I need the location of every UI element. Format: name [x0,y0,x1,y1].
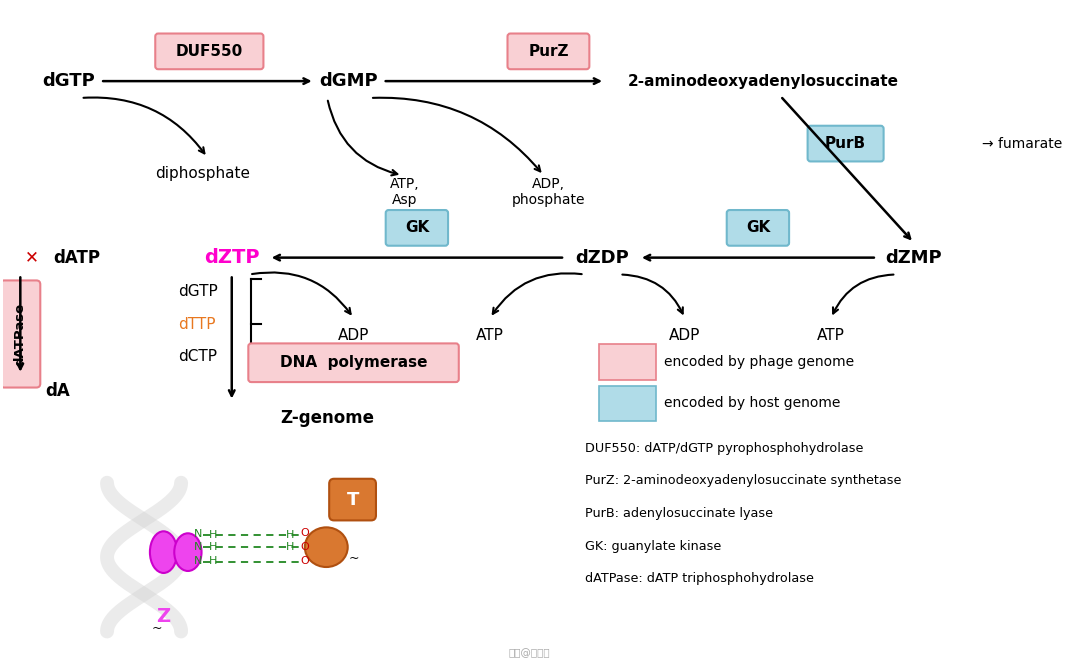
Text: dGMP: dGMP [320,72,378,90]
Text: → fumarate: → fumarate [982,137,1063,151]
Text: dCTP: dCTP [178,349,217,365]
Text: dATP: dATP [53,248,100,267]
Text: dZTP: dZTP [204,248,259,267]
FancyBboxPatch shape [0,280,40,388]
Text: dATPase: dATPase [14,302,27,366]
Text: dA: dA [45,382,70,400]
Text: GK: GK [746,220,770,235]
Text: DUF550: DUF550 [176,44,243,59]
Text: GK: guanylate kinase: GK: guanylate kinase [585,540,721,552]
Text: ATP: ATP [818,329,845,343]
Ellipse shape [305,527,348,567]
Text: ATP: ATP [476,329,504,343]
Text: ✕: ✕ [25,248,39,267]
Text: DNA  polymerase: DNA polymerase [280,355,428,371]
Text: H: H [286,531,295,540]
Text: dGTP: dGTP [42,72,95,90]
Text: ADP: ADP [338,329,369,343]
FancyBboxPatch shape [599,386,656,421]
Text: Z: Z [157,607,171,626]
Text: dTTP: dTTP [178,317,216,331]
Text: H: H [286,542,295,552]
Ellipse shape [150,531,177,573]
Text: H: H [210,556,217,566]
FancyBboxPatch shape [808,125,883,161]
Text: encoded by host genome: encoded by host genome [664,396,840,410]
Text: dZMP: dZMP [886,248,942,267]
Text: PurB: PurB [825,136,866,151]
Text: ADP,
phosphate: ADP, phosphate [512,177,585,207]
Text: dATPase: dATP triphosphohydrolase: dATPase: dATP triphosphohydrolase [585,572,814,586]
Text: H: H [210,542,217,552]
FancyBboxPatch shape [727,210,789,246]
Text: ~: ~ [349,552,359,565]
Text: PurZ: PurZ [528,44,569,59]
Text: ADP: ADP [670,329,701,343]
Text: T: T [347,491,359,509]
Text: ATP,
Asp: ATP, Asp [390,177,419,207]
FancyBboxPatch shape [329,479,376,521]
Text: PurZ: 2-aminodeoxyadenylosuccinate synthetase: PurZ: 2-aminodeoxyadenylosuccinate synth… [585,474,902,487]
Text: dGTP: dGTP [178,284,218,299]
Text: N: N [193,529,202,539]
Text: encoded by phage genome: encoded by phage genome [664,355,854,369]
Text: H: H [210,531,217,540]
FancyBboxPatch shape [599,344,656,380]
Text: 2-aminodeoxyadenylosuccinate: 2-aminodeoxyadenylosuccinate [627,74,899,88]
FancyBboxPatch shape [508,33,590,69]
FancyBboxPatch shape [248,343,459,382]
Ellipse shape [174,533,202,571]
Text: N: N [193,556,202,566]
Text: N: N [193,542,202,552]
Text: PurB: adenylosuccinate lyase: PurB: adenylosuccinate lyase [585,507,773,520]
Text: Z-genome: Z-genome [281,409,375,427]
Text: GK: GK [405,220,429,235]
Text: 知乎@孟凡康: 知乎@孟凡康 [508,648,550,658]
Text: dZDP: dZDP [576,248,629,267]
Text: diphosphate: diphosphate [156,166,251,181]
FancyBboxPatch shape [386,210,448,246]
Text: O: O [300,556,309,566]
FancyBboxPatch shape [156,33,264,69]
Text: DUF550: dATP/dGTP pyrophosphohydrolase: DUF550: dATP/dGTP pyrophosphohydrolase [585,442,864,455]
Text: ~: ~ [151,622,162,635]
Text: O: O [300,529,309,539]
Text: O: O [300,542,309,552]
